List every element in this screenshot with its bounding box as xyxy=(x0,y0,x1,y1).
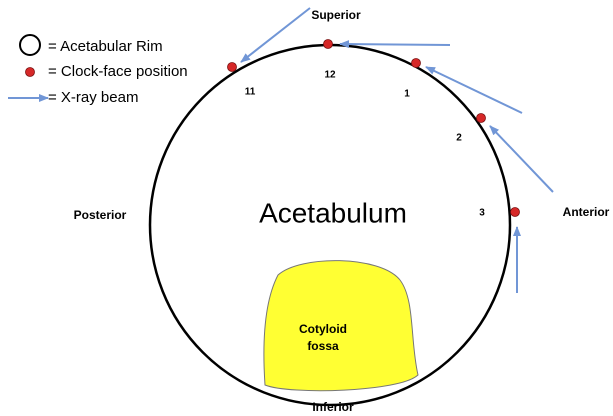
clock-dot xyxy=(476,113,486,123)
legend-dot-icon xyxy=(25,67,35,77)
direction-label: Anterior xyxy=(563,205,610,219)
clock-dot xyxy=(411,58,421,68)
clock-number: 11 xyxy=(245,87,256,98)
direction-label: Posterior xyxy=(74,208,127,222)
center-label: Acetabulum xyxy=(259,197,407,228)
clock-dot xyxy=(510,207,520,217)
cotyloid-fossa-shape xyxy=(263,260,419,392)
fossa-label: Cotyloid xyxy=(299,322,347,336)
clock-dot xyxy=(227,62,237,72)
clock-number: 2 xyxy=(456,133,462,144)
direction-label: Superior xyxy=(311,8,361,22)
clock-number: 1 xyxy=(404,89,410,100)
direction-label: Inferior xyxy=(312,400,354,414)
legend-rim-icon xyxy=(19,34,41,56)
clock-dot xyxy=(323,39,333,49)
xray-arrow xyxy=(489,125,554,193)
xray-arrow xyxy=(339,40,451,49)
xray-arrow xyxy=(240,7,311,63)
clock-number: 3 xyxy=(479,208,485,219)
fossa-label: fossa xyxy=(307,339,339,353)
xray-arrow xyxy=(425,66,523,114)
clock-number: 12 xyxy=(324,70,336,81)
legend-label: = X-ray beam xyxy=(48,89,138,106)
legend-label: = Clock-face position xyxy=(48,63,188,80)
legend-label: = Acetabular Rim xyxy=(48,38,163,55)
